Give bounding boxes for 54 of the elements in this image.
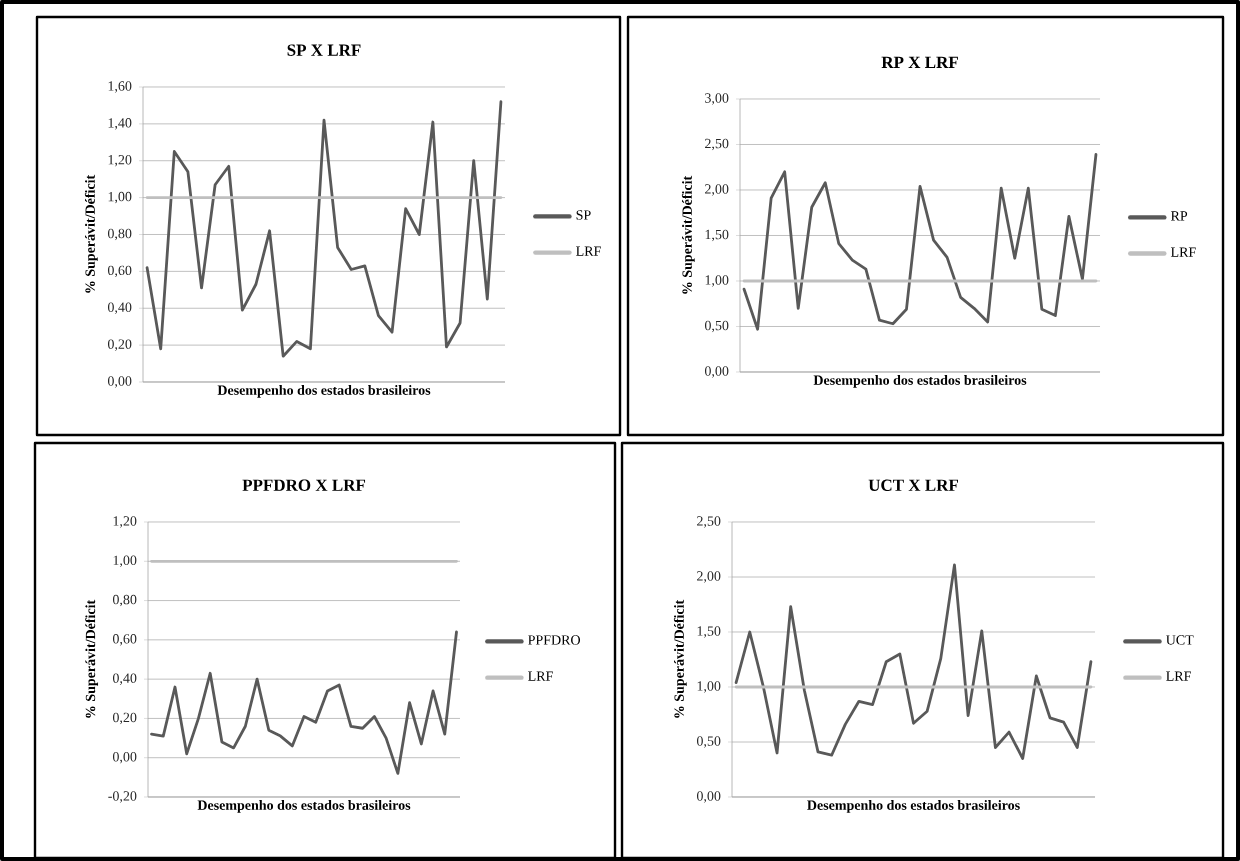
y-tick-label: 0,20: [107, 339, 132, 351]
legend-label: LRF: [1166, 671, 1191, 681]
line-series: [734, 563, 1093, 760]
chart-title: RP X LRF: [881, 56, 958, 68]
y-tick-label: 1,00: [113, 555, 137, 568]
y-tick-label: 1,00: [697, 681, 721, 693]
y-axis-title: % Superávit/Déficit: [85, 599, 99, 718]
chart-title: SP X LRF: [287, 44, 361, 56]
y-tick-label: 2,50: [697, 516, 721, 528]
legend-label: PPFDRO: [528, 635, 581, 645]
y-tick-label: 0,50: [704, 320, 729, 333]
legend-label: LRF: [528, 671, 553, 681]
y-tick-label: 2,00: [705, 184, 729, 196]
y-tick-label: 0,80: [112, 594, 137, 607]
legend-label: LRF: [576, 246, 601, 256]
y-axis-title: % Superávit/Déficit: [84, 174, 98, 293]
line-series: [742, 153, 1098, 331]
y-tick-label: 2,50: [705, 138, 729, 151]
x-axis-title: Desempenho dos estados brasileiros: [813, 375, 1027, 388]
legend-label: UCT: [1166, 635, 1194, 645]
y-tick-label: 0,00: [704, 366, 729, 378]
chart-title: UCT X LRF: [868, 479, 958, 491]
y-tick-label: 0,00: [107, 376, 132, 388]
x-axis-title: Desempenho dos estados brasileiros: [807, 800, 1020, 813]
line-series: [145, 100, 503, 358]
line-series: [150, 630, 458, 775]
legend-label: SP: [576, 210, 591, 220]
y-tick-label: 1,00: [108, 191, 132, 204]
y-tick-label: -0,20: [108, 791, 137, 803]
y-tick-label: 0,40: [112, 673, 137, 685]
y-tick-label: 0,00: [696, 791, 721, 803]
y-tick-label: 1,40: [108, 118, 132, 130]
x-axis-title: Desempenho dos estados brasileiros: [217, 385, 431, 398]
y-tick-label: 0,40: [107, 302, 132, 314]
chart-title: PPFDRO X LRF: [242, 479, 366, 491]
y-tick-label: 0,60: [112, 634, 137, 646]
y-axis-title: % Superávit/Déficit: [673, 599, 687, 718]
y-tick-label: 2,00: [697, 571, 721, 583]
y-tick-label: 0,20: [112, 712, 137, 725]
y-tick-label: 1,00: [705, 275, 729, 287]
y-axis-title: % Superávit/Déficit: [681, 175, 695, 294]
legend-label: RP: [1170, 211, 1188, 221]
y-tick-label: 1,60: [108, 81, 132, 93]
y-tick-label: 0,60: [107, 265, 132, 278]
y-tick-label: 0,00: [112, 751, 137, 764]
y-tick-label: 0,80: [107, 228, 132, 241]
y-tick-label: 3,00: [705, 93, 729, 105]
y-tick-label: 0,50: [696, 736, 721, 748]
x-axis-title: Desempenho dos estados brasileiros: [197, 800, 411, 813]
y-tick-label: 1,20: [113, 516, 137, 528]
y-tick-label: 1,20: [108, 155, 132, 167]
legend-label: LRF: [1170, 247, 1196, 257]
y-tick-label: 1,50: [705, 229, 729, 242]
y-tick-label: 1,50: [697, 626, 721, 638]
